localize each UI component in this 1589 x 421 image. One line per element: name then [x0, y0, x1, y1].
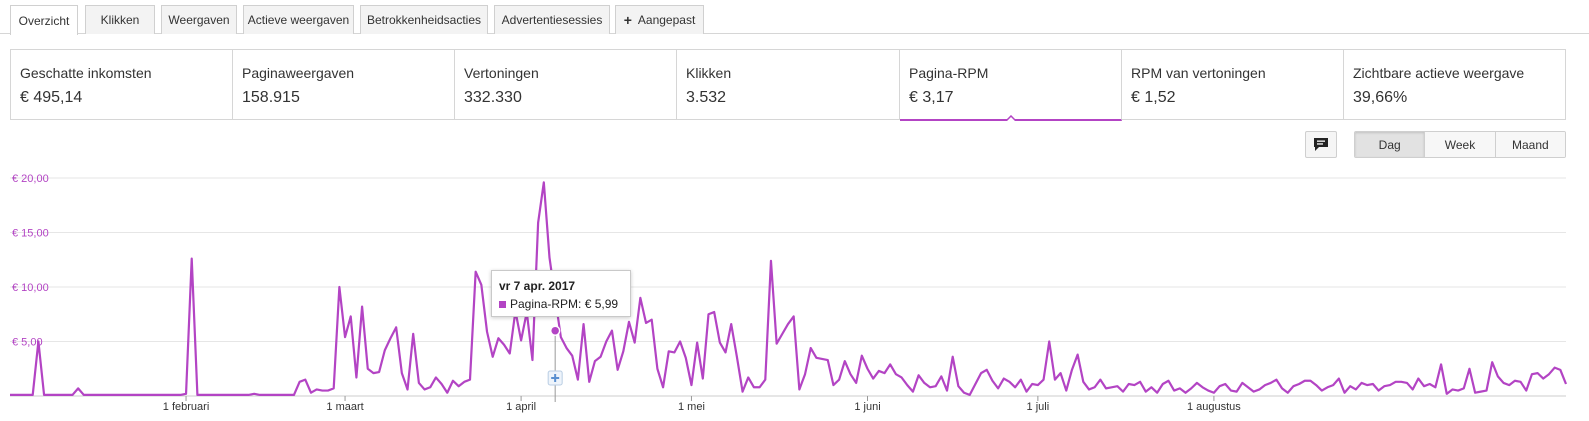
metric-value: € 495,14 [20, 89, 83, 106]
x-tick-label: 1 juli [1027, 401, 1050, 413]
metric-value: € 1,52 [1131, 89, 1176, 106]
x-tick-label: 1 juni [854, 401, 880, 413]
period-label: Week [1444, 137, 1476, 152]
plus-icon: + [623, 12, 632, 28]
metric-value: 332.330 [464, 89, 522, 106]
metric-klikken[interactable]: Klikken 3.532 [677, 50, 900, 119]
tab-label: Weergaven [168, 13, 230, 27]
rpm-line-chart: € 5,00 € 10,00 € 15,00 € 20,00 1 februari 1 m… [10, 173, 1568, 413]
period-label: Maand [1511, 137, 1549, 152]
metric-geschatte-inkomsten[interactable]: Geschatte inkomsten € 495,14 [11, 50, 233, 119]
metric-rpm-van-vertoningen[interactable]: RPM van vertoningen € 1,52 [1122, 50, 1344, 119]
tooltip-row: Pagina-RPM: € 5,99 [499, 297, 618, 311]
metric-paginaweergaven[interactable]: Paginaweergaven 158.915 [233, 50, 455, 119]
period-dag-button[interactable]: Dag [1355, 132, 1426, 157]
report-tabs: Overzicht Klikken Weergaven Actieve weer… [0, 0, 1589, 35]
metric-value: € 3,17 [909, 89, 954, 106]
comment-icon [1314, 138, 1328, 151]
metric-label: Vertoningen [464, 65, 539, 81]
highlighted-data-point [549, 325, 561, 336]
tab-label: Aangepast [637, 13, 696, 27]
tab-betrokkenheidsacties[interactable]: Betrokkenheidsacties [360, 5, 488, 34]
metric-label: Paginaweergaven [242, 65, 355, 81]
tab-label: Advertentiesessies [501, 13, 603, 27]
metric-vertoningen[interactable]: Vertoningen 332.330 [455, 50, 677, 119]
metric-label: RPM van vertoningen [1131, 65, 1266, 81]
metric-label: Pagina-RPM [909, 65, 989, 81]
metric-value: 158.915 [242, 89, 300, 106]
series-swatch-icon [499, 301, 506, 308]
series-line-pagina-rpm [10, 181, 1568, 397]
period-label: Dag [1378, 137, 1401, 152]
x-tick-label: 1 april [506, 401, 536, 413]
metric-cards: Geschatte inkomsten € 495,14 Paginaweerg… [10, 49, 1566, 121]
tab-label: Actieve weergaven [247, 13, 350, 27]
annotations-button[interactable] [1305, 131, 1337, 158]
tab-aangepast[interactable]: + Aangepast [615, 5, 704, 34]
tooltip-series: Pagina-RPM [510, 297, 579, 311]
tab-label: Betrokkenheidsacties [366, 13, 482, 27]
tooltip-date: vr 7 apr. 2017 [499, 279, 576, 293]
x-tick-label: 1 mei [678, 401, 705, 413]
metric-label: Zichtbare actieve weergave [1353, 65, 1525, 81]
period-toggle: Dag Week Maand [1354, 131, 1566, 158]
tooltip-value: € 5,99 [584, 297, 619, 311]
y-tick-label: € 5,00 [12, 337, 43, 349]
chart-tooltip: vr 7 apr. 2017 Pagina-RPM: € 5,99 [491, 270, 631, 317]
metric-pagina-rpm[interactable]: Pagina-RPM € 3,17 [900, 50, 1122, 121]
tab-label: Overzicht [18, 13, 70, 28]
x-tick-label: 1 maart [326, 401, 363, 413]
metric-zichtbare-actieve-weergave[interactable]: Zichtbare actieve weergave 39,66% [1344, 50, 1565, 119]
tab-weergaven[interactable]: Weergaven [161, 5, 237, 34]
metric-label: Klikken [686, 65, 732, 81]
x-tick-label: 1 februari [163, 401, 209, 413]
period-week-button[interactable]: Week [1425, 132, 1496, 157]
metric-value: 3.532 [686, 89, 727, 106]
metric-value: 39,66% [1353, 89, 1408, 106]
y-tick-label: € 20,00 [12, 173, 49, 185]
tab-label: Klikken [100, 13, 140, 27]
metric-label: Geschatte inkomsten [20, 65, 152, 81]
y-tick-label: € 10,00 [12, 282, 49, 294]
add-annotation-plus-icon [551, 374, 560, 382]
x-tick-label: 1 augustus [1187, 401, 1241, 413]
tab-overzicht[interactable]: Overzicht [10, 5, 78, 35]
tab-advertentiesessies[interactable]: Advertentiesessies [494, 5, 610, 34]
tab-actieve-weergaven[interactable]: Actieve weergaven [243, 5, 354, 34]
y-tick-label: € 15,00 [12, 228, 49, 240]
active-indicator-icon [1005, 115, 1016, 121]
tab-klikken[interactable]: Klikken [85, 5, 155, 34]
period-maand-button[interactable]: Maand [1495, 132, 1565, 157]
